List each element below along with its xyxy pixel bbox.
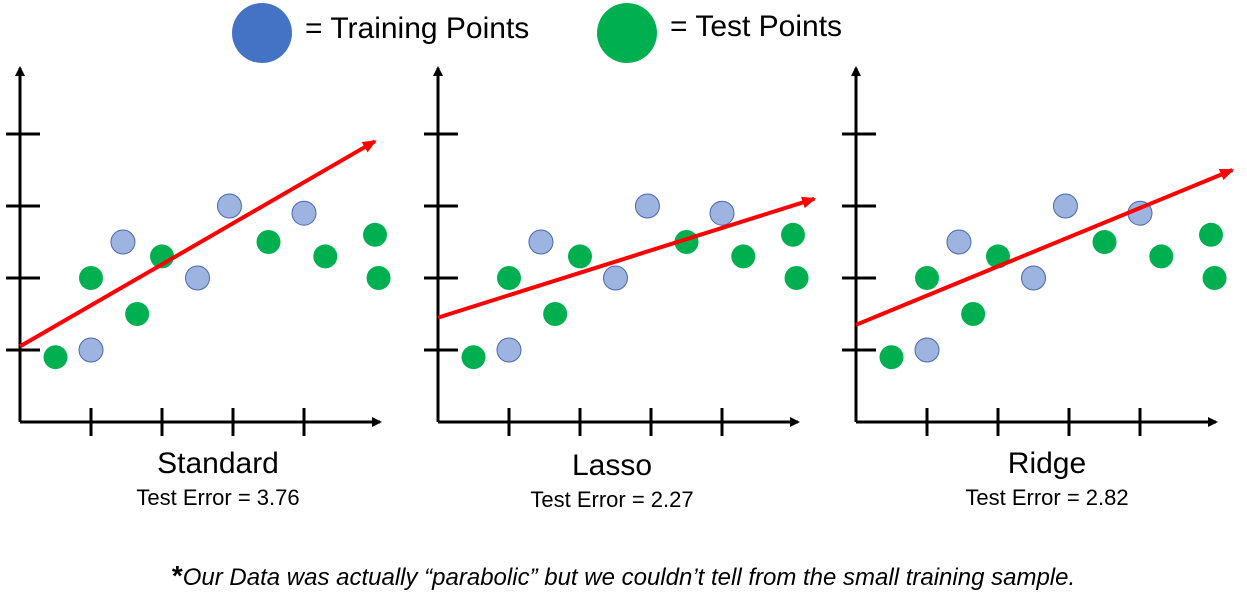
- training-point: [78, 337, 104, 363]
- test-point: [731, 244, 756, 269]
- legend: = Training Points = Test Points: [0, 0, 1247, 70]
- test-point: [366, 266, 391, 290]
- test-points-legend-dot: [597, 3, 657, 63]
- panel-error-ridge: Test Error = 2.82: [965, 485, 1129, 510]
- footnote-text: Our Data was actually “parabolic” but we…: [182, 564, 1076, 591]
- panel-title-ridge: Ridge: [1007, 447, 1087, 480]
- training-point: [1021, 265, 1046, 291]
- test-point: [461, 345, 486, 370]
- training-point: [528, 229, 554, 255]
- training-point: [709, 200, 735, 226]
- test-point: [781, 222, 805, 247]
- training-points-legend-label: = Training Points: [305, 12, 530, 45]
- test-point: [961, 302, 986, 326]
- panel-error-lasso: Test Error = 2.27: [530, 487, 694, 512]
- training-point: [946, 229, 972, 255]
- panel-title-standard: Standard: [157, 447, 279, 480]
- training-point: [634, 193, 660, 219]
- chart-panel-standard: [6, 66, 391, 436]
- test-points-legend-label: = Test Points: [670, 10, 843, 43]
- test-point: [1199, 222, 1223, 247]
- test-point: [313, 244, 338, 269]
- panel-error-standard: Test Error = 3.76: [136, 485, 300, 510]
- training-point: [291, 200, 317, 226]
- test-point: [784, 266, 809, 290]
- test-point: [79, 266, 103, 290]
- test-point: [915, 266, 939, 290]
- training-point: [1052, 193, 1078, 219]
- panel-title-lasso: Lasso: [571, 449, 653, 482]
- test-point: [256, 230, 281, 254]
- fit-line: [437, 196, 817, 320]
- test-point: [125, 302, 150, 326]
- test-point: [1149, 244, 1174, 269]
- training-point: [603, 265, 628, 291]
- test-point: [363, 222, 387, 247]
- training-point: [496, 337, 522, 363]
- test-point: [1202, 266, 1227, 290]
- fit-line: [855, 168, 1235, 327]
- training-point: [185, 265, 210, 291]
- test-point: [1092, 230, 1117, 254]
- test-point: [568, 244, 592, 269]
- footnote-star: *: [171, 560, 183, 591]
- test-point: [543, 302, 568, 326]
- test-point: [43, 345, 68, 370]
- footnote: *Our Data was actually “parabolic” but w…: [0, 560, 1247, 592]
- test-point: [879, 345, 904, 370]
- chart-panel-lasso: [424, 66, 817, 436]
- training-point: [914, 337, 940, 363]
- training-points-legend-dot: [232, 3, 292, 63]
- training-point: [110, 229, 136, 255]
- chart-area: [6, 66, 1235, 436]
- fit-line: [18, 139, 377, 349]
- chart-panel-ridge: [842, 66, 1235, 436]
- test-point: [497, 266, 521, 290]
- training-point: [216, 193, 242, 219]
